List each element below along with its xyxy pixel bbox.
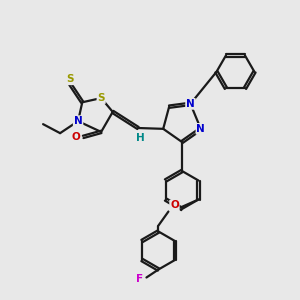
Text: N: N <box>196 124 205 134</box>
Text: O: O <box>170 200 179 211</box>
Text: S: S <box>98 93 105 103</box>
Text: O: O <box>72 132 80 142</box>
Text: F: F <box>136 274 143 284</box>
Text: H: H <box>136 133 144 143</box>
Text: N: N <box>186 99 195 109</box>
Text: S: S <box>67 74 74 84</box>
Text: N: N <box>74 116 82 126</box>
